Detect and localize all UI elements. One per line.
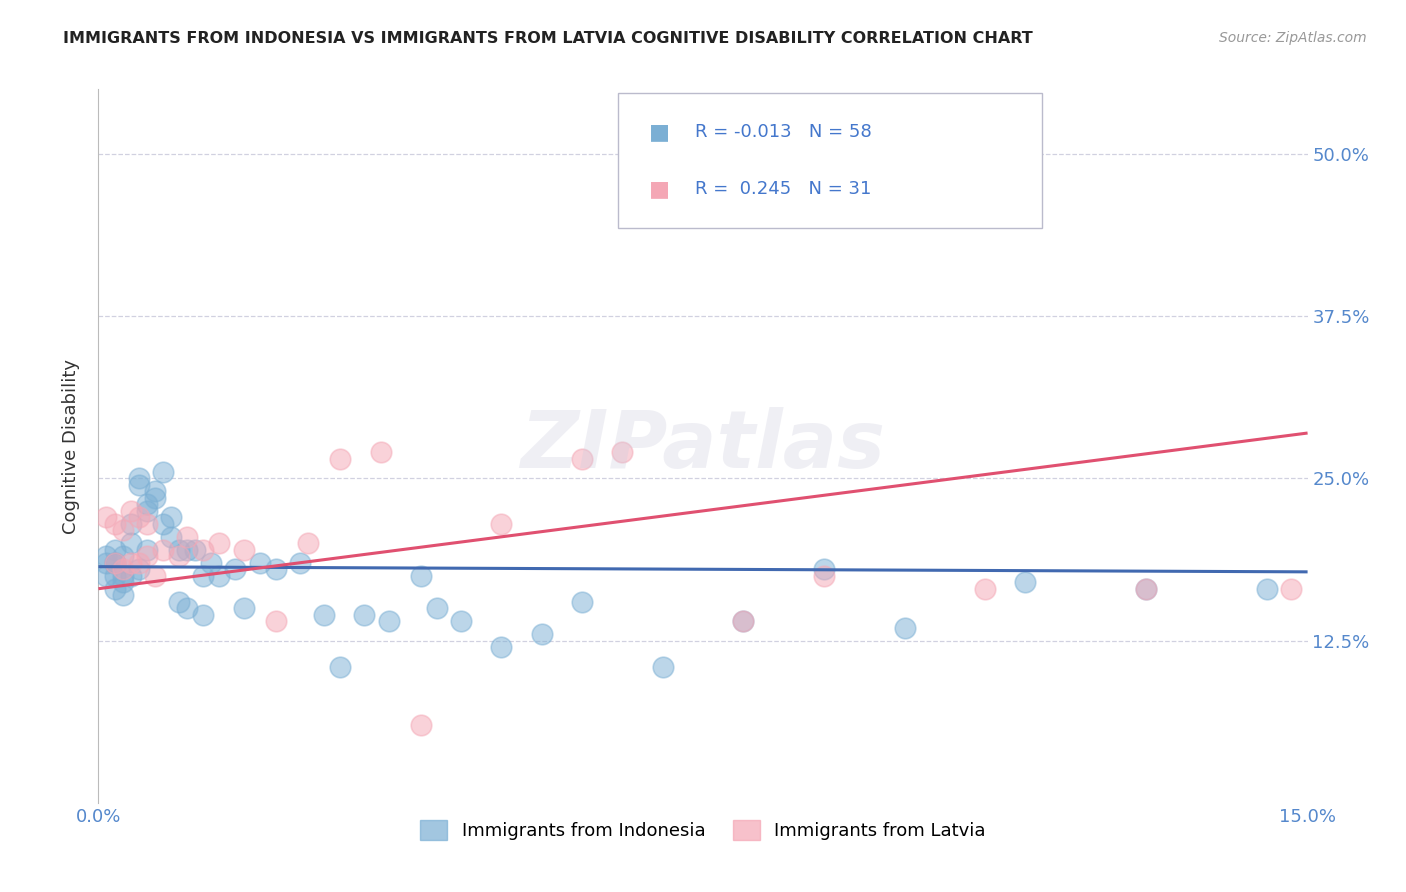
Point [1135, 582, 1157, 596]
Point [96, 568, 118, 582]
Point [152, 516, 174, 531]
Point [128, 510, 150, 524]
Point [409, 568, 432, 582]
Y-axis label: Cognitive Disability: Cognitive Disability [62, 359, 80, 533]
Point [733, 614, 755, 628]
Point [193, 568, 215, 582]
Point [167, 542, 190, 557]
Point [232, 601, 254, 615]
Point [491, 640, 513, 654]
Point [1256, 582, 1278, 596]
Point [176, 530, 198, 544]
Point [409, 718, 432, 732]
Point [571, 452, 593, 467]
Point [152, 542, 174, 557]
Point [176, 601, 198, 615]
Point [128, 556, 150, 570]
Point [135, 497, 157, 511]
Point [353, 607, 375, 622]
Point [184, 542, 207, 557]
Point [111, 575, 134, 590]
Point [103, 542, 125, 557]
Point [491, 516, 513, 531]
Point [264, 614, 287, 628]
Point [571, 595, 593, 609]
Text: ZIPatlas: ZIPatlas [520, 407, 886, 485]
Point [103, 556, 125, 570]
Point [120, 536, 142, 550]
Point [167, 595, 190, 609]
Text: ■: ■ [648, 179, 669, 199]
Point [208, 568, 231, 582]
Point [120, 504, 142, 518]
Point [193, 607, 215, 622]
Point [232, 542, 254, 557]
Point [377, 614, 399, 628]
Point [111, 549, 134, 564]
Point [128, 478, 150, 492]
Point [288, 556, 311, 570]
Point [450, 614, 472, 628]
Point [167, 549, 190, 564]
Point [96, 549, 118, 564]
Point [160, 510, 183, 524]
Point [297, 536, 319, 550]
Point [111, 562, 134, 576]
Point [135, 549, 157, 564]
Point [128, 562, 150, 576]
Point [143, 568, 166, 582]
Text: IMMIGRANTS FROM INDONESIA VS IMMIGRANTS FROM LATVIA COGNITIVE DISABILITY CORRELA: IMMIGRANTS FROM INDONESIA VS IMMIGRANTS … [63, 31, 1033, 46]
Point [200, 556, 222, 570]
Point [103, 568, 125, 582]
FancyBboxPatch shape [619, 93, 1042, 228]
Point [530, 627, 553, 641]
Point [135, 542, 157, 557]
Point [103, 516, 125, 531]
Point [103, 556, 125, 570]
Point [224, 562, 246, 576]
Legend: Immigrants from Indonesia, Immigrants from Latvia: Immigrants from Indonesia, Immigrants fr… [413, 813, 993, 847]
Text: R = -0.013   N = 58: R = -0.013 N = 58 [695, 123, 872, 141]
Text: ■: ■ [648, 122, 669, 142]
Point [111, 524, 134, 538]
Point [426, 601, 449, 615]
Point [120, 516, 142, 531]
Point [193, 542, 215, 557]
Point [103, 582, 125, 596]
Point [111, 568, 134, 582]
Point [176, 542, 198, 557]
Point [143, 484, 166, 499]
Point [314, 607, 336, 622]
Text: Source: ZipAtlas.com: Source: ZipAtlas.com [1219, 31, 1367, 45]
Point [974, 582, 997, 596]
Point [208, 536, 231, 550]
Point [813, 562, 835, 576]
Point [160, 530, 183, 544]
Point [135, 516, 157, 531]
Point [135, 504, 157, 518]
Point [733, 614, 755, 628]
Text: R =  0.245   N = 31: R = 0.245 N = 31 [695, 180, 870, 198]
Point [329, 659, 352, 673]
Point [1135, 582, 1157, 596]
Point [329, 452, 352, 467]
Point [96, 556, 118, 570]
Point [120, 556, 142, 570]
Point [143, 491, 166, 505]
Point [370, 445, 392, 459]
Point [1281, 582, 1303, 596]
Point [152, 465, 174, 479]
Point [111, 588, 134, 602]
Point [1014, 575, 1036, 590]
Point [103, 556, 125, 570]
Point [651, 659, 673, 673]
Point [128, 471, 150, 485]
Point [893, 621, 915, 635]
Point [612, 445, 634, 459]
Point [120, 568, 142, 582]
Point [96, 510, 118, 524]
Point [264, 562, 287, 576]
Point [813, 568, 835, 582]
Point [249, 556, 271, 570]
